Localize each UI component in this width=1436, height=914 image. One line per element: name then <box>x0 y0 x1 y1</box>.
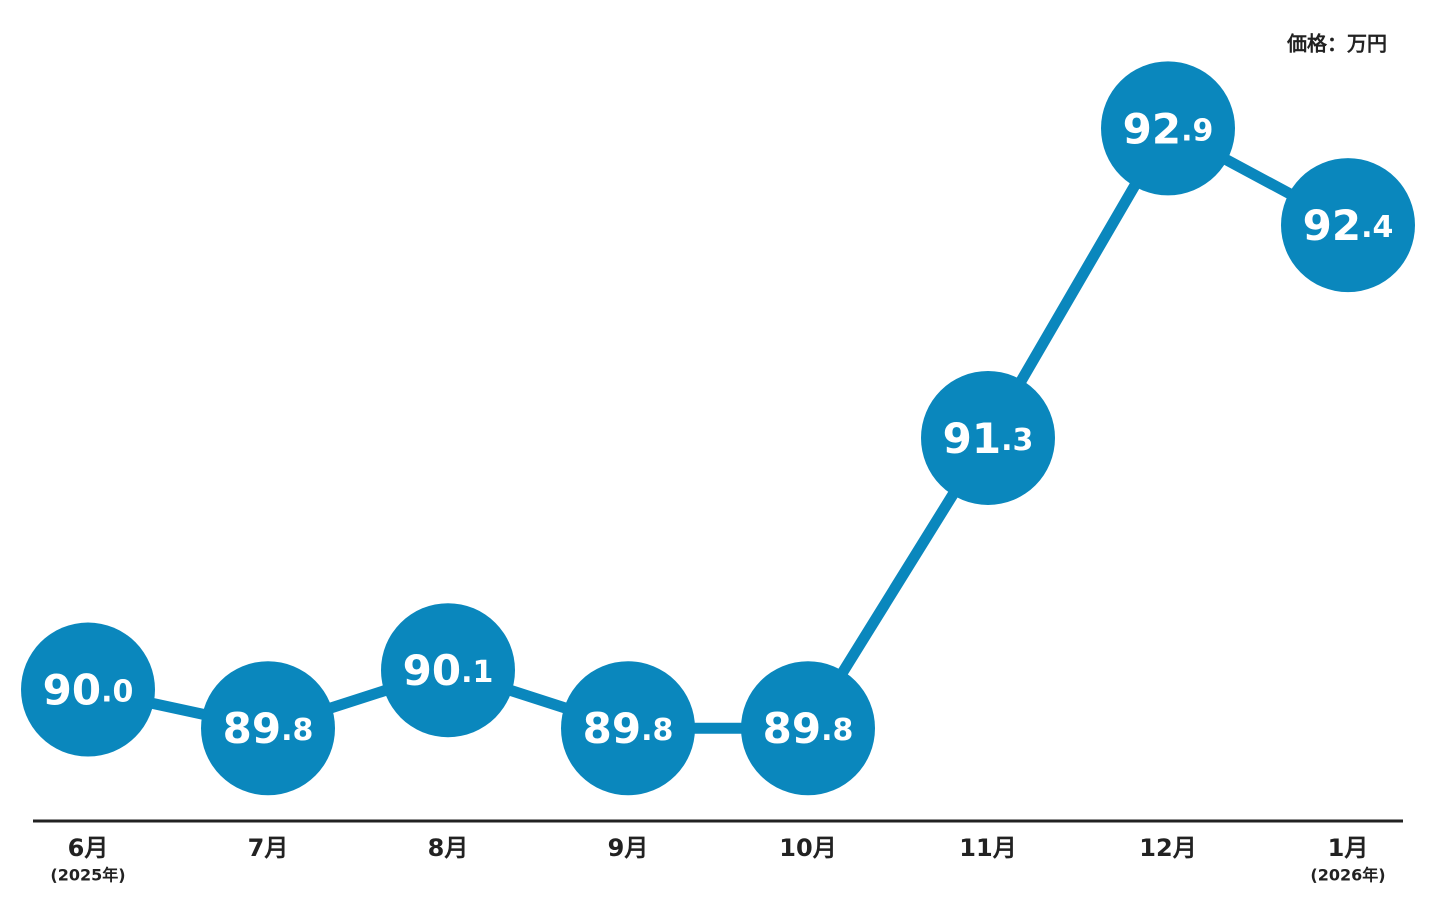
point <box>561 661 695 796</box>
point <box>1281 158 1415 293</box>
point <box>201 661 335 796</box>
value-label: 90.0 <box>43 665 134 714</box>
x-tick-label: 12月 <box>1139 834 1196 862</box>
value-label: 91.3 <box>943 413 1034 462</box>
x-tick-label: 6月 <box>68 834 109 862</box>
x-tick-label: 1月 <box>1328 834 1369 862</box>
value-label: 92.9 <box>1123 104 1214 153</box>
x-tick-label: 7月 <box>248 834 289 862</box>
value-label: 89.8 <box>223 704 314 753</box>
x-tick-label: 8月 <box>428 834 469 862</box>
point <box>21 622 155 757</box>
x-tick-label: 10月 <box>779 834 836 862</box>
point <box>741 661 875 796</box>
value-label: 92.4 <box>1303 201 1394 250</box>
unit-label: 価格：万円 <box>1286 32 1387 56</box>
value-label: 90.1 <box>403 646 494 695</box>
point <box>921 370 1055 505</box>
point <box>381 603 515 738</box>
x-tick-note: (2025年) <box>50 866 125 885</box>
line <box>86 120 1351 734</box>
value-label: 89.8 <box>763 704 854 753</box>
x-tick-label: 11月 <box>959 834 1016 862</box>
x-tick-label: 9月 <box>608 834 649 862</box>
point <box>1101 61 1235 196</box>
value-label: 89.8 <box>583 704 674 753</box>
x-tick-note: (2026年) <box>1310 866 1385 885</box>
